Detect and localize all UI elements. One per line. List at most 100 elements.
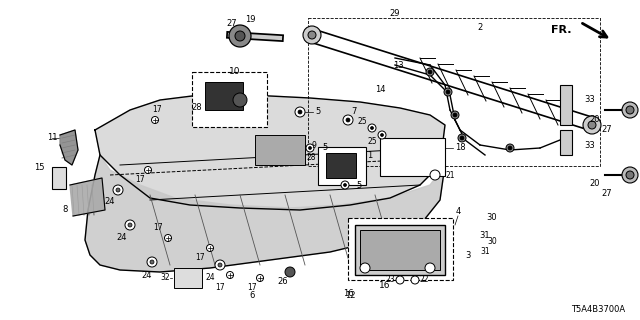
Text: 23: 23 bbox=[385, 276, 395, 284]
Bar bbox=[318, 147, 366, 185]
Text: 27: 27 bbox=[227, 20, 237, 28]
Text: 17: 17 bbox=[215, 283, 225, 292]
Text: 28: 28 bbox=[307, 154, 316, 163]
Bar bbox=[326, 153, 356, 178]
Polygon shape bbox=[95, 95, 445, 210]
Text: 19: 19 bbox=[244, 15, 255, 25]
Circle shape bbox=[346, 118, 350, 122]
Circle shape bbox=[506, 144, 514, 152]
Text: 17: 17 bbox=[247, 283, 257, 292]
Text: 5: 5 bbox=[356, 180, 361, 189]
Circle shape bbox=[411, 276, 419, 284]
Text: 16: 16 bbox=[380, 281, 391, 290]
Circle shape bbox=[368, 124, 376, 132]
Text: 24: 24 bbox=[116, 233, 127, 242]
Circle shape bbox=[446, 90, 450, 94]
Circle shape bbox=[125, 220, 135, 230]
Circle shape bbox=[622, 167, 638, 183]
Text: 5: 5 bbox=[315, 108, 320, 116]
Text: 17: 17 bbox=[152, 106, 162, 115]
Bar bbox=[360, 230, 440, 270]
Text: 18: 18 bbox=[455, 143, 466, 153]
Circle shape bbox=[341, 181, 349, 189]
Text: 22: 22 bbox=[420, 276, 429, 284]
Text: 30: 30 bbox=[487, 237, 497, 246]
Bar bbox=[560, 130, 572, 155]
Text: 10: 10 bbox=[229, 68, 241, 76]
Circle shape bbox=[207, 244, 214, 252]
Text: 31: 31 bbox=[480, 247, 490, 257]
Bar bbox=[355, 225, 445, 275]
Text: 15: 15 bbox=[35, 164, 45, 172]
Circle shape bbox=[233, 93, 247, 107]
Text: 26: 26 bbox=[278, 277, 288, 286]
Circle shape bbox=[218, 263, 222, 267]
Text: 28: 28 bbox=[192, 103, 202, 113]
Circle shape bbox=[453, 113, 457, 117]
Circle shape bbox=[308, 147, 312, 149]
Circle shape bbox=[308, 31, 316, 39]
Circle shape bbox=[343, 115, 353, 125]
Bar bbox=[205, 82, 243, 110]
Circle shape bbox=[285, 267, 295, 277]
Text: 8: 8 bbox=[62, 205, 68, 214]
Text: 25: 25 bbox=[367, 138, 377, 147]
Text: 11: 11 bbox=[47, 133, 57, 142]
Circle shape bbox=[626, 106, 634, 114]
Circle shape bbox=[588, 121, 596, 129]
Circle shape bbox=[295, 107, 305, 117]
Circle shape bbox=[215, 260, 225, 270]
Polygon shape bbox=[60, 130, 78, 165]
Text: 27: 27 bbox=[602, 188, 612, 197]
Circle shape bbox=[451, 111, 459, 119]
Circle shape bbox=[344, 183, 346, 187]
Bar bbox=[308, 18, 600, 166]
Circle shape bbox=[430, 170, 440, 180]
Circle shape bbox=[626, 171, 634, 179]
Circle shape bbox=[460, 136, 464, 140]
Text: 2: 2 bbox=[477, 23, 483, 33]
Circle shape bbox=[360, 263, 370, 273]
Bar bbox=[174, 268, 202, 288]
Circle shape bbox=[426, 68, 434, 76]
Circle shape bbox=[227, 271, 234, 278]
Circle shape bbox=[145, 166, 152, 173]
Text: 17: 17 bbox=[135, 175, 145, 185]
Bar bbox=[348, 218, 453, 280]
Text: 6: 6 bbox=[250, 291, 255, 300]
Text: 9: 9 bbox=[311, 140, 316, 149]
Bar bbox=[52, 167, 66, 189]
Text: 33: 33 bbox=[584, 95, 595, 105]
Circle shape bbox=[229, 25, 251, 47]
Text: 5: 5 bbox=[322, 143, 327, 153]
Text: 25: 25 bbox=[357, 117, 367, 126]
Circle shape bbox=[508, 146, 512, 150]
Bar bbox=[255, 135, 305, 165]
Circle shape bbox=[303, 26, 321, 44]
Circle shape bbox=[113, 185, 123, 195]
Circle shape bbox=[371, 126, 374, 130]
Circle shape bbox=[164, 235, 172, 242]
Circle shape bbox=[235, 31, 245, 41]
Circle shape bbox=[306, 144, 314, 152]
Text: 4: 4 bbox=[456, 207, 461, 217]
Circle shape bbox=[150, 260, 154, 264]
Circle shape bbox=[378, 131, 386, 139]
Circle shape bbox=[622, 102, 638, 118]
Text: 33: 33 bbox=[584, 140, 595, 149]
Text: 16: 16 bbox=[342, 289, 353, 298]
Circle shape bbox=[116, 188, 120, 192]
Circle shape bbox=[425, 263, 435, 273]
Bar bbox=[380, 138, 445, 176]
Circle shape bbox=[381, 133, 383, 137]
Text: 24: 24 bbox=[141, 270, 152, 279]
Text: FR.: FR. bbox=[552, 25, 572, 35]
Circle shape bbox=[444, 88, 452, 96]
Text: T5A4B3700A: T5A4B3700A bbox=[571, 306, 625, 315]
Bar bbox=[560, 85, 572, 125]
Text: 24: 24 bbox=[205, 273, 215, 282]
Circle shape bbox=[428, 70, 432, 74]
Text: 30: 30 bbox=[486, 213, 497, 222]
Text: 14: 14 bbox=[375, 85, 385, 94]
Text: 17: 17 bbox=[195, 253, 205, 262]
